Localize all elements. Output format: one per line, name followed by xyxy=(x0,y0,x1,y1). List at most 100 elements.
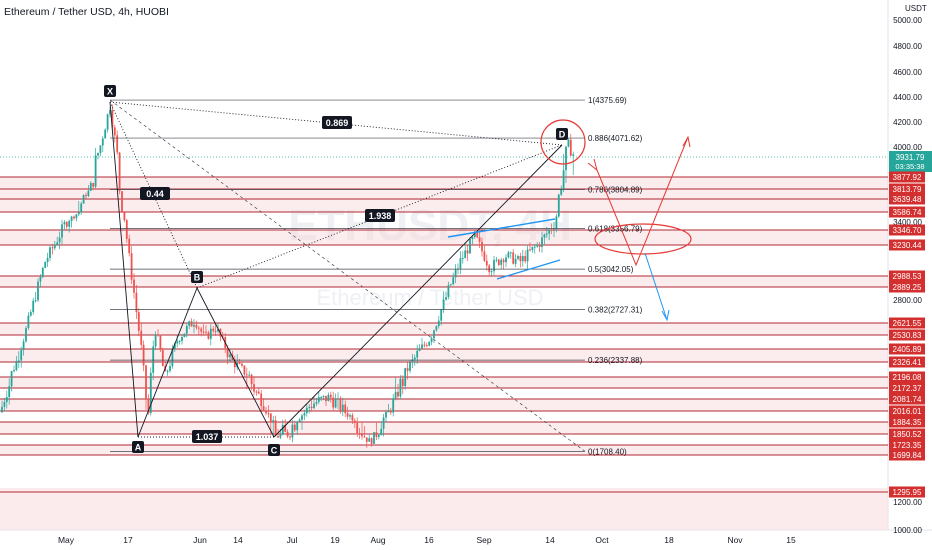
candle-body xyxy=(473,231,476,238)
pattern-point-label: A xyxy=(135,443,142,453)
candle-body xyxy=(92,183,95,187)
level-badge-label: 1884.35 xyxy=(893,418,922,427)
candle-body xyxy=(157,334,159,336)
candle-body xyxy=(137,312,140,331)
time-tick-label: 14 xyxy=(545,535,555,545)
zone-band xyxy=(0,230,888,245)
candle-body xyxy=(445,297,447,300)
level-badge xyxy=(889,193,925,205)
candle-body xyxy=(495,259,498,261)
price-axis: 5000.00 4800.00 4600.00 4400.00 4200.00 4000.… xyxy=(889,16,932,535)
candle-body xyxy=(41,267,44,277)
time-axis: May 17 Jun 14 Jul 19 Aug 16 Sep 14 Oct 18 Nov 15 xyxy=(58,535,796,545)
pattern-leg xyxy=(196,287,275,438)
candle-body xyxy=(490,271,493,273)
level-badge xyxy=(889,393,925,405)
pattern-leg xyxy=(273,144,563,438)
candle-body xyxy=(1,406,3,413)
pattern-point-marker xyxy=(132,441,144,453)
candle-body xyxy=(253,384,255,392)
pattern-leg xyxy=(109,101,139,438)
level-badge xyxy=(889,329,925,341)
candle-body xyxy=(569,139,572,156)
candle-body xyxy=(241,363,243,366)
candle-body xyxy=(509,252,512,254)
candle-body xyxy=(142,344,145,366)
candle-body xyxy=(109,110,111,115)
candle-body xyxy=(421,344,423,349)
blue-arrow-head xyxy=(661,309,670,322)
price-tick-label: 1200.00 xyxy=(893,498,922,507)
candle-body xyxy=(202,331,205,333)
candle-body xyxy=(385,411,387,418)
red-arrow-head xyxy=(587,158,598,172)
candle-body xyxy=(449,284,452,286)
zone-band xyxy=(0,276,888,287)
last-price-countdown: 03:35:38 xyxy=(895,162,924,171)
candle-body xyxy=(557,194,560,217)
candlestick-series xyxy=(1,104,575,448)
candle-body xyxy=(255,391,258,393)
level-badge-label: 2196.08 xyxy=(893,373,922,382)
candle-body xyxy=(5,397,8,403)
candle-body xyxy=(171,348,174,367)
candle-body xyxy=(248,374,251,376)
price-tick-label: 1000.00 xyxy=(893,526,922,535)
channel-top-line xyxy=(447,218,556,238)
candle-body xyxy=(284,424,287,432)
level-badge xyxy=(889,449,925,461)
candle-body xyxy=(286,431,289,437)
candle-body xyxy=(94,155,97,187)
level-badge xyxy=(889,405,925,417)
candle-body xyxy=(68,220,71,227)
candle-body xyxy=(200,328,203,332)
watermark-symbol: ETHUSDT, 4H xyxy=(288,201,572,250)
candle-body xyxy=(193,324,195,327)
level-badge-label: 3586.74 xyxy=(893,208,922,217)
candle-body xyxy=(25,328,27,342)
candle-body xyxy=(20,350,23,361)
fib-level-label: 0.5(3042.05) xyxy=(588,265,634,274)
level-badge-label: 1699.84 xyxy=(893,451,922,460)
zone-band xyxy=(0,323,888,335)
candle-body xyxy=(418,348,421,351)
candle-body xyxy=(533,246,536,248)
candle-body xyxy=(289,436,291,438)
candle-body xyxy=(65,222,68,227)
candle-body xyxy=(161,349,164,367)
candle-body xyxy=(190,321,193,327)
level-badge-label: 3639.48 xyxy=(893,195,922,204)
candle-body xyxy=(507,252,510,258)
candle-body xyxy=(389,411,392,413)
candle-body xyxy=(466,250,469,254)
candle-body xyxy=(166,370,169,372)
candle-body xyxy=(428,341,431,346)
time-tick-label: 16 xyxy=(424,535,434,545)
candle-body xyxy=(344,404,347,414)
candle-body xyxy=(97,152,99,156)
candle-body xyxy=(37,281,39,301)
candle-body xyxy=(173,343,176,349)
candle-body xyxy=(301,415,303,420)
candle-body xyxy=(401,378,404,387)
candle-body xyxy=(329,394,332,398)
time-tick-label: Nov xyxy=(727,535,743,545)
candle-body xyxy=(541,237,543,248)
candle-body xyxy=(205,331,207,333)
candle-body xyxy=(101,138,104,146)
candle-body xyxy=(262,406,265,411)
candle-body xyxy=(454,269,457,278)
zone-band xyxy=(0,422,888,434)
candle-body xyxy=(476,231,479,238)
candle-body xyxy=(553,228,555,230)
time-tick-label: 17 xyxy=(123,535,133,545)
candle-body xyxy=(123,212,126,221)
level-badge xyxy=(889,371,925,383)
candle-body xyxy=(478,237,481,242)
candle-body xyxy=(339,398,342,412)
candle-body xyxy=(562,170,565,190)
candle-body xyxy=(322,395,325,397)
level-badge xyxy=(889,356,925,368)
level-badge xyxy=(889,239,925,251)
